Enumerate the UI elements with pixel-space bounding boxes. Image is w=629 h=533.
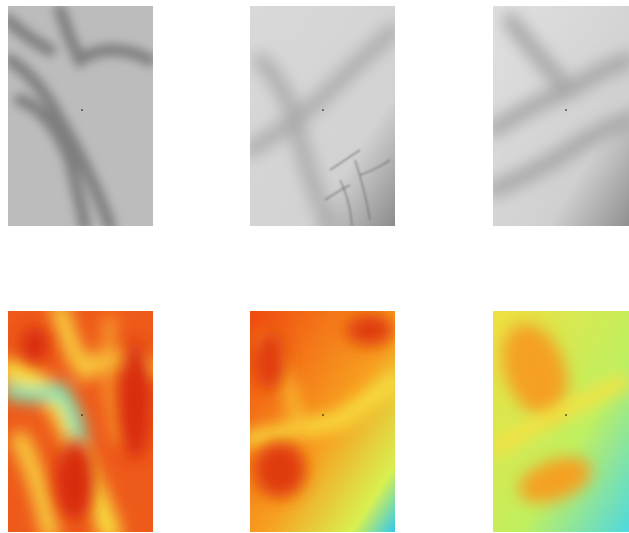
gray-panel-2 — [250, 6, 395, 226]
color-panel-3 — [493, 311, 629, 532]
gray-panel-3 — [493, 6, 629, 226]
color-panel-1 — [8, 311, 153, 532]
gray-panel-1 — [8, 6, 153, 226]
color-panel-2 — [250, 311, 395, 532]
